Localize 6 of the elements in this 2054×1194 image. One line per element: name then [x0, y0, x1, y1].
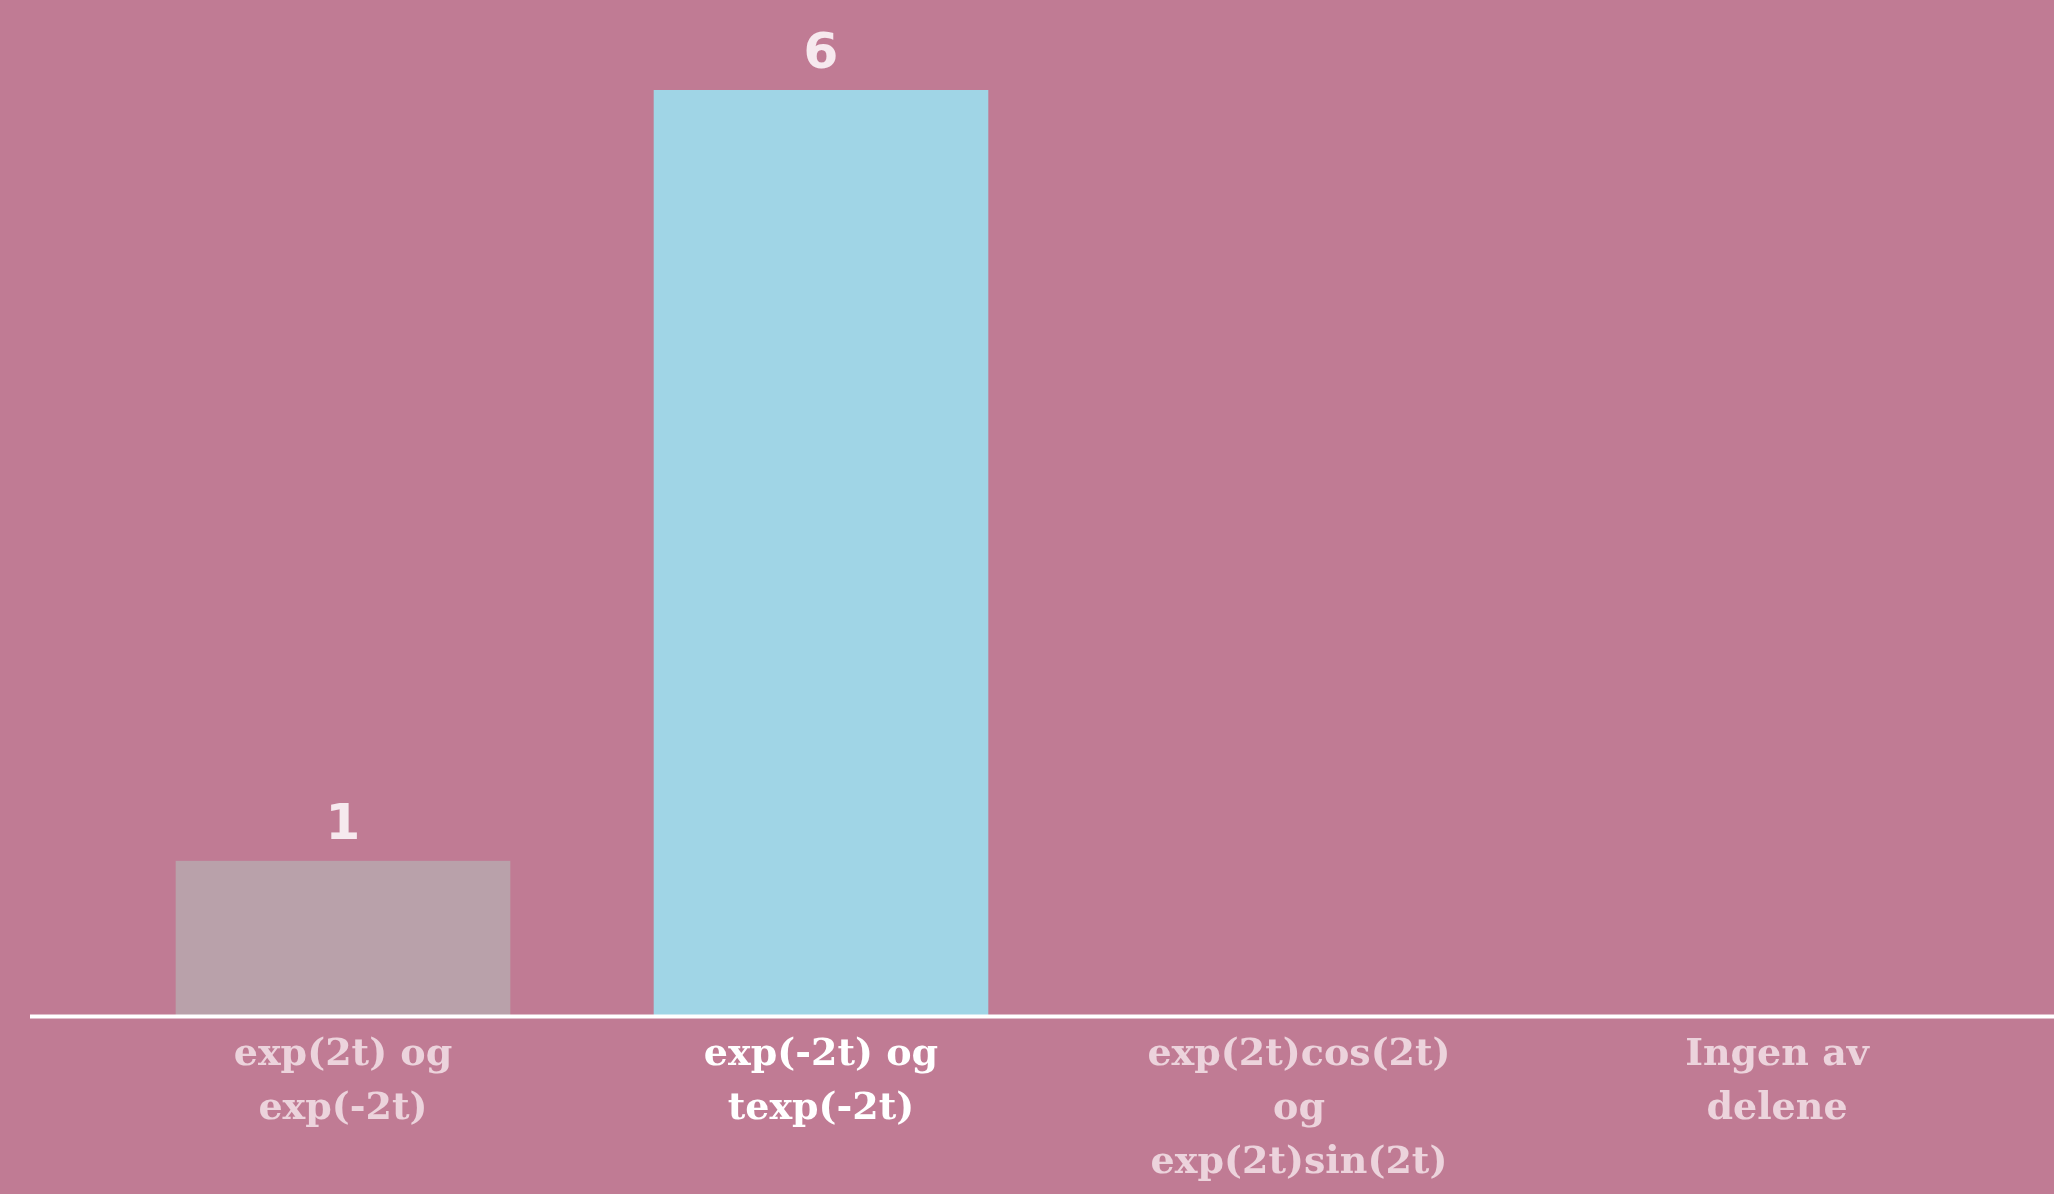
x-tick-label: exp(2t)cos(2t) og exp(2t)sin(2t)	[1147, 1029, 1451, 1182]
data-label: 1	[325, 792, 361, 851]
x-tick-label: exp(-2t) og texp(-2t)	[703, 1029, 939, 1128]
x-tick-label: Ingen av delene	[1685, 1029, 1871, 1128]
data-label: 6	[803, 22, 839, 80]
x-tick-label: exp(2t) og exp(-2t)	[233, 1029, 453, 1128]
